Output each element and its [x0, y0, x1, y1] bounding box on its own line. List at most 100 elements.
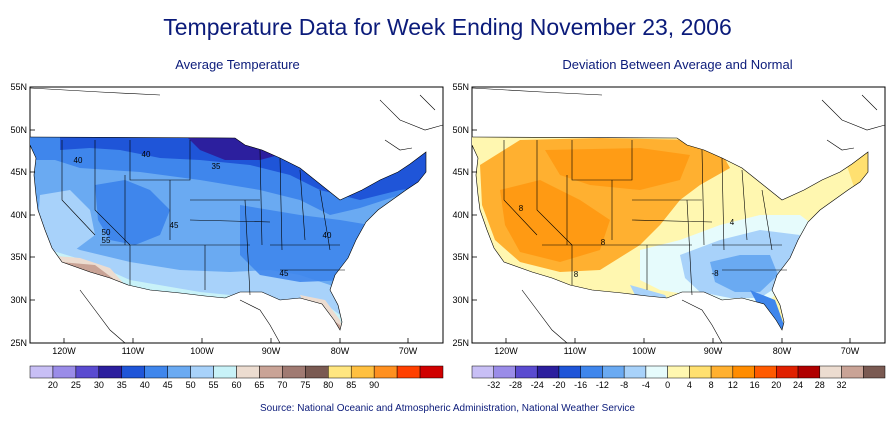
legend-swatch: [419, 365, 444, 379]
legend-label: 40: [140, 380, 150, 390]
lat-label: 45N: [10, 167, 27, 177]
legend-label: -28: [509, 380, 522, 390]
avg-temp-axes: 55N 50N 45N 40N 35N 30N 25N 120W 110W 100W 90W 80W 7…: [10, 82, 417, 356]
lon-label: 70W: [841, 346, 860, 356]
legend-swatch: [236, 365, 260, 379]
legend-label: 30: [94, 380, 104, 390]
legend-swatch: [645, 365, 668, 379]
lat-label: 35N: [452, 252, 469, 262]
page-title: Temperature Data for Week Ending Novembe…: [163, 14, 732, 40]
legend-swatch: [373, 365, 398, 379]
contour-label: 50: [102, 228, 111, 237]
deviation-contour-labels: 8 8 8 4 -8: [519, 204, 735, 279]
lat-label: 40N: [452, 210, 469, 220]
legend-swatch: [797, 365, 821, 379]
legend-label: -32: [487, 380, 500, 390]
legend-label: 75: [300, 380, 310, 390]
legend-swatch: [710, 365, 734, 379]
lat-label: 55N: [10, 82, 27, 92]
legend-label: 24: [793, 380, 803, 390]
legend-label: -12: [596, 380, 609, 390]
contour-label: 45: [280, 269, 289, 278]
legend-swatch: [190, 365, 214, 379]
lon-label: 90W: [704, 346, 723, 356]
state-lines: [471, 87, 886, 344]
contour-label: 40: [323, 231, 332, 240]
lat-label: 30N: [452, 295, 469, 305]
legend-swatch: [396, 365, 421, 379]
lat-label: 40N: [10, 210, 27, 220]
legend-label: 50: [186, 380, 196, 390]
contour-label: 45: [170, 221, 179, 230]
legend-swatch: [471, 365, 494, 379]
deviation-map: 55N 50N 45N 40N 35N 30N 25N 120W 110W 100W 90W 80W 7…: [452, 82, 886, 390]
avg-temp-legend: 20 25 30 35 40 45 50 55 60 65 70 75 80 85 90: [29, 365, 444, 390]
avg-temp-title: Average Temperature: [175, 57, 300, 72]
legend-swatch: [602, 365, 625, 379]
lat-label: 25N: [10, 338, 27, 348]
legend-label: 8: [709, 380, 714, 390]
lon-label: 90W: [262, 346, 281, 356]
legend-swatch: [328, 365, 352, 379]
deviation-legend: -32 -28 -24 -20 -16 -12 -8 -4 0 4 8 12 16 20 24 28 32: [471, 365, 886, 390]
lon-label: 110W: [122, 346, 145, 356]
lat-label: 45N: [452, 167, 469, 177]
lon-label: 110W: [564, 346, 587, 356]
legend-label: 55: [209, 380, 219, 390]
legend-swatch: [536, 365, 560, 379]
lon-label: 100W: [632, 346, 656, 356]
lat-label: 30N: [10, 295, 27, 305]
lon-label: 80W: [331, 346, 350, 356]
contour-label: 55: [102, 236, 111, 245]
legend-swatch: [841, 365, 864, 379]
legend-swatch: [667, 365, 690, 379]
legend-swatch: [144, 365, 168, 379]
legend-swatch: [819, 365, 842, 379]
legend-swatch: [98, 365, 123, 379]
legend-label: 0: [665, 380, 670, 390]
source-note: Source: National Oceanic and Atmospheric…: [259, 403, 635, 414]
deviation-title: Deviation Between Average and Normal: [562, 57, 793, 72]
lat-label: 50N: [10, 125, 27, 135]
legend-label: 65: [254, 380, 264, 390]
contour-label: 8: [574, 270, 579, 279]
legend-label: 25: [71, 380, 81, 390]
lat-label: 55N: [452, 82, 469, 92]
legend-label: 12: [728, 380, 738, 390]
contour-label: 40: [142, 150, 151, 159]
legend-swatch: [259, 365, 283, 379]
contour-label: 8: [601, 238, 606, 247]
legend-swatch: [350, 365, 375, 379]
legend-swatch: [213, 365, 237, 379]
legend-label: 85: [346, 380, 356, 390]
legend-label: 90: [369, 380, 379, 390]
lat-label: 35N: [10, 252, 27, 262]
legend-label: 80: [323, 380, 333, 390]
deviation-axes: 55N 50N 45N 40N 35N 30N 25N 120W 110W 100W 90W 80W 7…: [452, 82, 859, 356]
lat-label: 50N: [452, 125, 469, 135]
legend-swatch: [515, 365, 538, 379]
avg-temp-map: 55N 50N 45N 40N 35N 30N 25N 120W 110W 100W 90W 80W 7…: [10, 82, 444, 390]
legend-label: -20: [552, 380, 565, 390]
legend-label: 20: [48, 380, 58, 390]
lat-label: 25N: [452, 338, 469, 348]
legend-label: -4: [642, 380, 650, 390]
legend-swatch: [689, 365, 712, 379]
legend-label: 35: [117, 380, 127, 390]
contour-label: 4: [730, 218, 735, 227]
contour-label: 8: [519, 204, 524, 213]
legend-label: 28: [815, 380, 825, 390]
legend-label: -16: [574, 380, 587, 390]
legend-swatch: [558, 365, 581, 379]
contour-label: 40: [74, 156, 83, 165]
legend-swatch: [623, 365, 647, 379]
legend-swatch: [580, 365, 603, 379]
legend-swatch: [29, 365, 54, 379]
lon-label: 70W: [399, 346, 418, 356]
contour-label: 35: [212, 162, 221, 171]
legend-label: 16: [750, 380, 760, 390]
legend-swatch: [75, 365, 100, 379]
legend-swatch: [305, 365, 329, 379]
legend-label: 20: [771, 380, 781, 390]
